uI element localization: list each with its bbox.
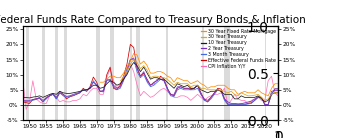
Bar [64, 26, 67, 120]
Bar [110, 26, 114, 120]
Bar [42, 26, 44, 120]
Bar [166, 26, 168, 120]
Bar [224, 26, 230, 120]
Bar [26, 26, 29, 120]
Bar [130, 26, 132, 120]
Title: Federal Funds Rate Compared to Treasury Bonds & Inflation: Federal Funds Rate Compared to Treasury … [0, 15, 306, 25]
Bar [136, 26, 140, 120]
Bar [55, 26, 58, 120]
Legend: 30 Year Fixed Rate Mortgage, 30 Year Treasury, 10 Year Treasury, 2 Year Treasury: 30 Year Fixed Rate Mortgage, 30 Year Tre… [199, 27, 278, 71]
Bar [202, 26, 204, 120]
Bar [265, 26, 266, 120]
Bar [96, 26, 100, 120]
